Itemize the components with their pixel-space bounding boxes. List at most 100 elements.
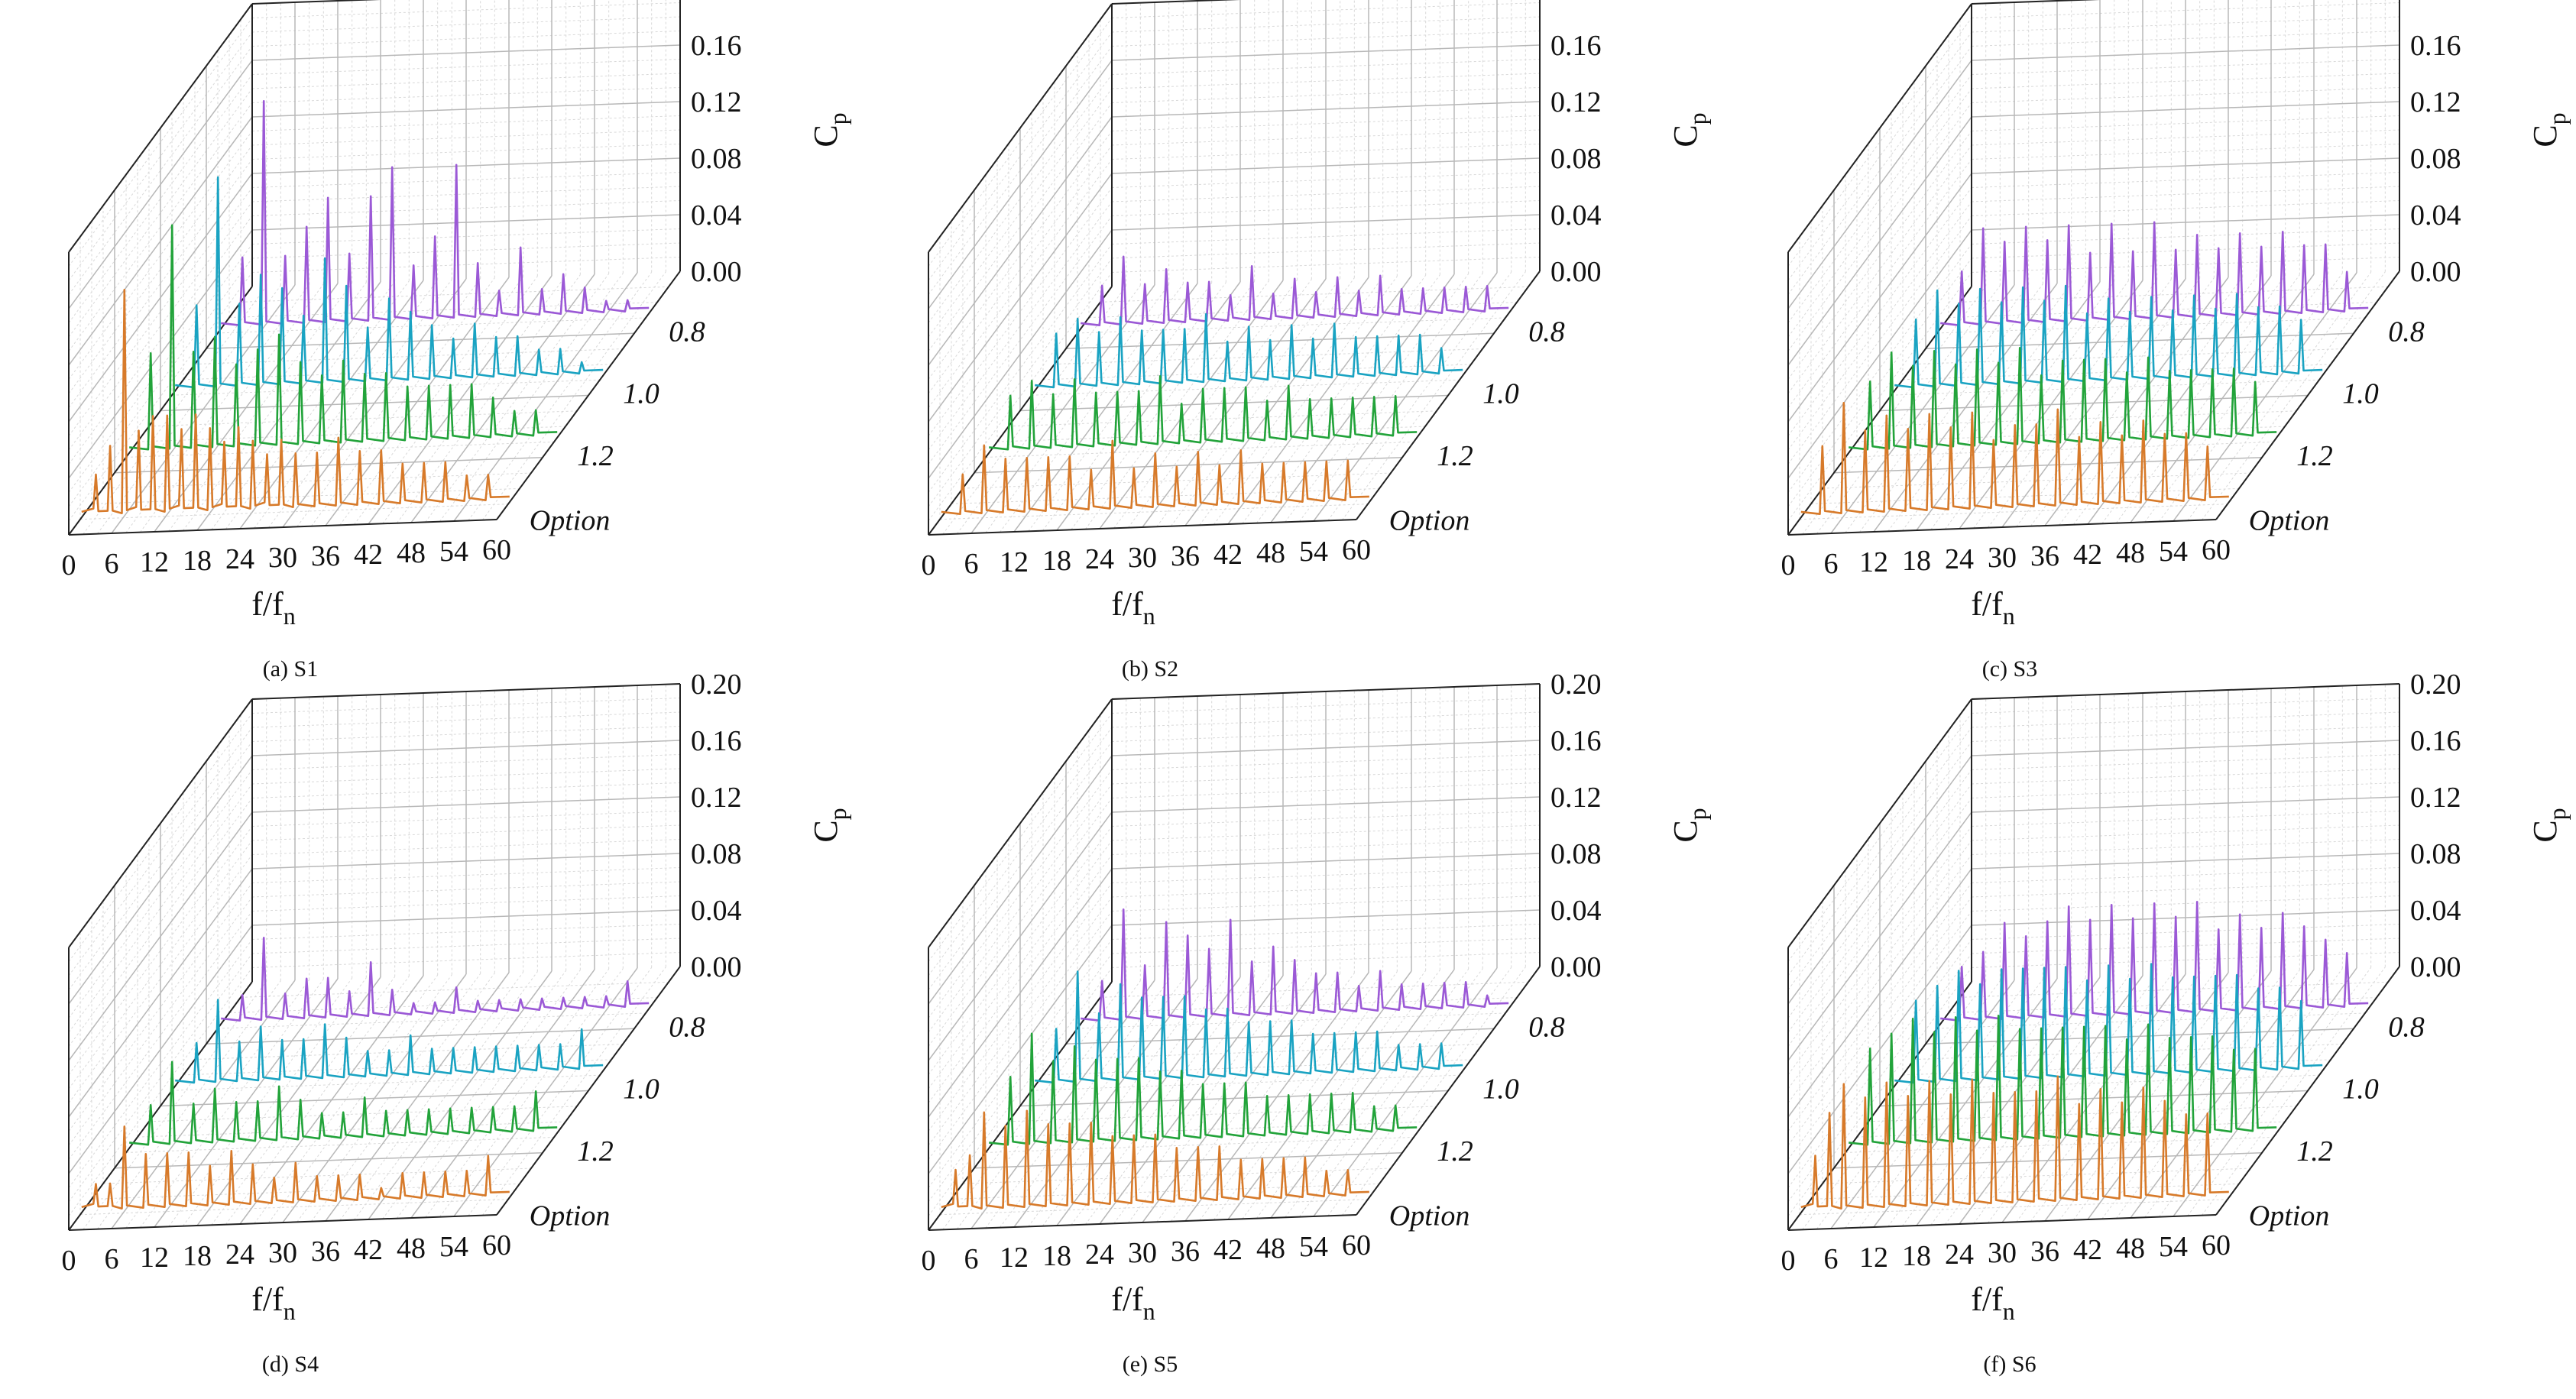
x-tick-label-42: 42 <box>1213 539 1243 571</box>
series-line-1.0 <box>1035 313 1463 389</box>
series-line-1.2 <box>1849 347 2277 451</box>
x-tick-label-36: 36 <box>1171 540 1200 572</box>
series-line-1.0 <box>1035 970 1463 1084</box>
depth-category-labels: 0.8 1.0 1.2 Option <box>530 1011 705 1232</box>
x-tick-label-6: 6 <box>1824 548 1839 580</box>
panel-caption: (f) S6 <box>1983 1352 2036 1377</box>
x-tick-label-54: 54 <box>439 1231 468 1263</box>
y-tick-label-0.00: 0.00 <box>1550 256 1602 288</box>
y-tick-label-0.16: 0.16 <box>2410 725 2461 757</box>
x-tick-label-48: 48 <box>2116 537 2145 569</box>
y-tick-label-0.08: 0.08 <box>691 143 742 175</box>
series-line-option <box>81 289 510 514</box>
y-axis-label: Cp <box>807 808 851 842</box>
y-tick-label-0.16: 0.16 <box>1550 725 1602 757</box>
y-tick-label-0.04: 0.04 <box>1550 199 1602 232</box>
axis-frame <box>928 683 1541 1231</box>
x-tick-label-0: 0 <box>62 549 76 581</box>
y-tick-labels: 0.00 0.04 0.08 0.12 0.16 0.20 <box>2410 669 2461 983</box>
y-tick-label-0.08: 0.08 <box>2410 143 2461 175</box>
y-tick-label-0.20: 0.20 <box>2410 669 2461 701</box>
x-tick-label-54: 54 <box>2159 1231 2188 1263</box>
series-line-1.0 <box>175 176 604 389</box>
x-tick-label-30: 30 <box>268 1237 297 1269</box>
depth-label-1.0: 1.0 <box>1482 1074 1519 1106</box>
grid <box>68 0 681 535</box>
x-tick-label-48: 48 <box>1256 537 1285 569</box>
series-line-option <box>941 439 1369 515</box>
y-axis-label: Cp <box>2526 112 2571 147</box>
x-tick-label-42: 42 <box>2073 1234 2102 1266</box>
series-line-1.2 <box>1849 1015 2277 1146</box>
y-tick-label-0.20: 0.20 <box>2410 0 2461 5</box>
y-tick-label-0.04: 0.04 <box>691 199 742 232</box>
x-tick-label-0: 0 <box>62 1245 76 1277</box>
x-axis-label: f/fn <box>251 585 296 630</box>
x-tick-label-60: 60 <box>1342 534 1371 566</box>
x-tick-label-30: 30 <box>268 542 297 574</box>
x-tick-labels: 0 6 12 18 24 30 36 42 48 54 60 <box>1781 534 2231 581</box>
x-tick-label-42: 42 <box>354 1234 383 1266</box>
y-tick-labels: 0.00 0.04 0.08 0.12 0.16 0.20 <box>1550 0 1602 288</box>
y-tick-label-0.04: 0.04 <box>691 895 742 927</box>
depth-label-0.8: 0.8 <box>2388 1011 2425 1043</box>
y-tick-labels: 0.00 0.04 0.08 0.12 0.16 0.20 <box>1550 669 1602 983</box>
axis-frame <box>928 0 1541 536</box>
depth-label-1.2: 1.2 <box>2296 440 2333 472</box>
x-tick-label-24: 24 <box>1945 543 1974 575</box>
depth-label-1.0: 1.0 <box>2342 378 2379 410</box>
y-axis-label: Cp <box>1667 808 1711 842</box>
axis-frame <box>68 0 681 536</box>
depth-label-1.2: 1.2 <box>577 1135 614 1167</box>
x-tick-label-48: 48 <box>2116 1232 2145 1265</box>
y-tick-label-0.04: 0.04 <box>1550 895 1602 927</box>
panel-caption: (c) S3 <box>1982 656 2037 682</box>
y-tick-label-0.08: 0.08 <box>1550 143 1602 175</box>
x-tick-label-18: 18 <box>183 545 212 577</box>
panel-f: 0 6 12 18 24 30 36 42 48 54 60 0.00 0.04 0.08 0.12 0.16… <box>1781 669 2571 1377</box>
x-tick-label-36: 36 <box>311 540 340 572</box>
x-tick-label-0: 0 <box>1781 549 1796 581</box>
grid <box>1787 684 2400 1230</box>
depth-label-1.0: 1.0 <box>1482 378 1519 410</box>
series-line-0.8 <box>1940 901 2369 1022</box>
x-tick-label-12: 12 <box>1859 546 1888 578</box>
series-line-0.8 <box>221 100 650 326</box>
depth-label-option: Option <box>530 1200 611 1232</box>
x-tick-label-18: 18 <box>1902 545 1931 577</box>
x-axis-label: f/fn <box>1971 1281 2015 1325</box>
panel-b: 0 6 12 18 24 30 36 42 48 54 60 0.00 0.04 0.08 0.12 0.16… <box>922 0 1711 682</box>
depth-label-option: Option <box>530 504 611 536</box>
y-tick-label-0.20: 0.20 <box>1550 669 1602 701</box>
depth-category-labels: 0.8 1.0 1.2 Option <box>2249 316 2425 536</box>
series-line-1.2 <box>989 1032 1418 1146</box>
y-tick-label-0.04: 0.04 <box>2410 895 2461 927</box>
x-tick-label-60: 60 <box>2202 1229 2231 1261</box>
x-tick-label-30: 30 <box>1988 1237 2017 1269</box>
axis-frame <box>68 683 681 1231</box>
depth-label-0.8: 0.8 <box>669 1011 705 1043</box>
depth-label-1.2: 1.2 <box>577 440 614 472</box>
y-tick-label-0.16: 0.16 <box>2410 30 2461 62</box>
depth-category-labels: 0.8 1.0 1.2 Option <box>530 316 705 536</box>
x-axis-label: f/fn <box>1111 1281 1155 1325</box>
x-tick-label-42: 42 <box>354 539 383 571</box>
panel-caption: (b) S2 <box>1122 656 1178 682</box>
x-tick-label-30: 30 <box>1128 1237 1157 1269</box>
x-tick-label-54: 54 <box>2159 536 2188 568</box>
x-axis-label: f/fn <box>1111 585 1155 630</box>
x-tick-label-18: 18 <box>1902 1240 1931 1272</box>
x-tick-label-24: 24 <box>225 1239 254 1271</box>
series-line-option <box>1800 402 2229 515</box>
series-line-1.2 <box>129 1061 558 1146</box>
panel-caption: (e) S5 <box>1123 1352 1178 1377</box>
y-tick-label-0.00: 0.00 <box>1550 951 1602 983</box>
grid <box>68 684 681 1230</box>
x-tick-label-36: 36 <box>311 1235 340 1268</box>
x-tick-labels: 0 6 12 18 24 30 36 42 48 54 60 <box>1781 1229 2231 1277</box>
x-tick-labels: 0 6 12 18 24 30 36 42 48 54 60 <box>922 534 1372 581</box>
series-line-0.8 <box>1081 255 1509 326</box>
depth-label-0.8: 0.8 <box>1528 316 1565 348</box>
series-line-0.8 <box>1940 221 2369 326</box>
